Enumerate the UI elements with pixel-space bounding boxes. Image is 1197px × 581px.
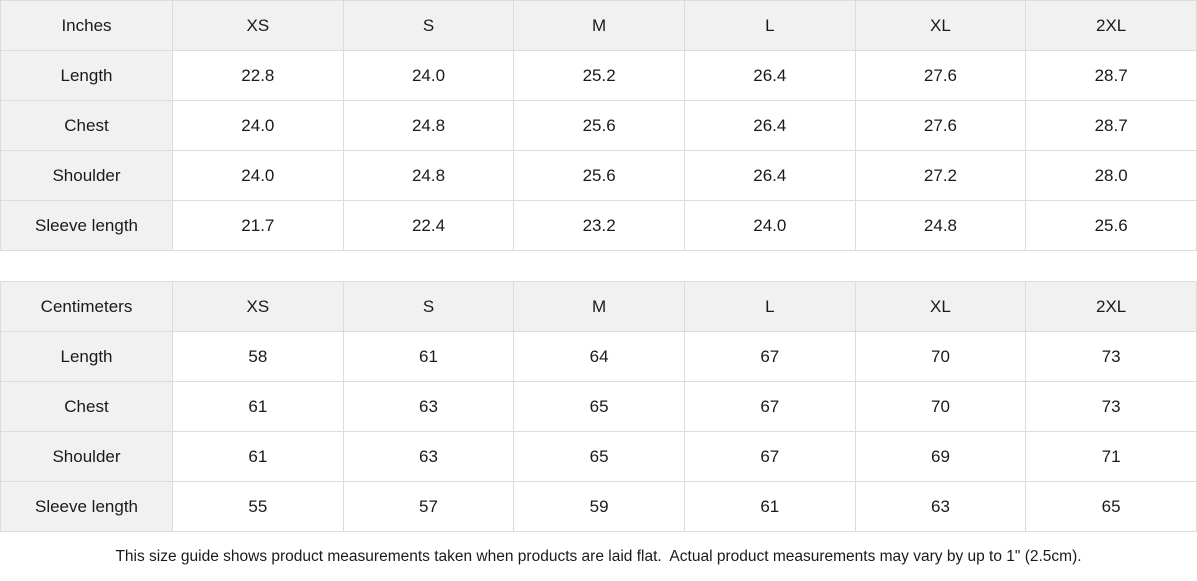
table-cell: 27.2 bbox=[854, 150, 1027, 201]
size-header-l: L bbox=[683, 0, 856, 51]
size-header-2xl: 2XL bbox=[1025, 281, 1197, 332]
row-label: Shoulder bbox=[0, 431, 173, 482]
table-cell: 21.7 bbox=[172, 200, 344, 251]
table-cell: 22.4 bbox=[342, 200, 515, 251]
size-header-s: S bbox=[342, 281, 515, 332]
size-guide-disclaimer: This size guide shows product measuremen… bbox=[0, 532, 1197, 581]
inches-size-table: Inches XS S M L XL 2XL Length 22.8 24.0 … bbox=[0, 0, 1197, 251]
table-cell: 26.4 bbox=[683, 100, 856, 151]
table-cell: 73 bbox=[1025, 381, 1197, 432]
table-cell: 28.0 bbox=[1025, 150, 1197, 201]
table-cell: 65 bbox=[513, 381, 685, 432]
row-label: Sleeve length bbox=[0, 481, 173, 532]
table-cell: 61 bbox=[172, 381, 344, 432]
inches-header-row: Inches XS S M L XL 2XL bbox=[0, 0, 1197, 51]
table-cell: 67 bbox=[683, 431, 856, 482]
table-cell: 70 bbox=[854, 381, 1027, 432]
row-label: Sleeve length bbox=[0, 200, 173, 251]
table-cell: 59 bbox=[513, 481, 685, 532]
size-header-l: L bbox=[683, 281, 856, 332]
table-cell: 28.7 bbox=[1025, 50, 1197, 101]
row-label: Length bbox=[0, 50, 173, 101]
table-cell: 58 bbox=[172, 331, 344, 382]
table-row: Sleeve length 55 57 59 61 63 65 bbox=[0, 481, 1197, 532]
size-header-2xl: 2XL bbox=[1025, 0, 1197, 51]
table-cell: 67 bbox=[683, 331, 856, 382]
table-row: Length 58 61 64 67 70 73 bbox=[0, 331, 1197, 382]
table-cell: 25.2 bbox=[513, 50, 685, 101]
table-row: Chest 24.0 24.8 25.6 26.4 27.6 28.7 bbox=[0, 100, 1197, 151]
table-cell: 26.4 bbox=[683, 150, 856, 201]
size-header-xs: XS bbox=[172, 281, 344, 332]
table-cell: 63 bbox=[342, 431, 515, 482]
table-cell: 26.4 bbox=[683, 50, 856, 101]
table-row: Shoulder 61 63 65 67 69 71 bbox=[0, 431, 1197, 482]
table-cell: 61 bbox=[342, 331, 515, 382]
centimeters-header-row: Centimeters XS S M L XL 2XL bbox=[0, 281, 1197, 332]
table-cell: 55 bbox=[172, 481, 344, 532]
table-cell: 70 bbox=[854, 331, 1027, 382]
table-cell: 24.8 bbox=[854, 200, 1027, 251]
table-spacer bbox=[0, 251, 1197, 281]
table-cell: 25.6 bbox=[513, 150, 685, 201]
table-cell: 24.0 bbox=[342, 50, 515, 101]
row-label: Length bbox=[0, 331, 173, 382]
table-row: Chest 61 63 65 67 70 73 bbox=[0, 381, 1197, 432]
table-cell: 73 bbox=[1025, 331, 1197, 382]
table-cell: 61 bbox=[683, 481, 856, 532]
unit-header-centimeters: Centimeters bbox=[0, 281, 173, 332]
size-header-s: S bbox=[342, 0, 515, 51]
centimeters-size-table: Centimeters XS S M L XL 2XL Length 58 61… bbox=[0, 281, 1197, 532]
table-cell: 27.6 bbox=[854, 100, 1027, 151]
table-cell: 57 bbox=[342, 481, 515, 532]
row-label: Chest bbox=[0, 100, 173, 151]
table-cell: 28.7 bbox=[1025, 100, 1197, 151]
table-row: Length 22.8 24.0 25.2 26.4 27.6 28.7 bbox=[0, 50, 1197, 101]
table-cell: 63 bbox=[854, 481, 1027, 532]
size-header-m: M bbox=[513, 0, 685, 51]
table-cell: 64 bbox=[513, 331, 685, 382]
table-cell: 27.6 bbox=[854, 50, 1027, 101]
table-cell: 65 bbox=[1025, 481, 1197, 532]
table-cell: 63 bbox=[342, 381, 515, 432]
table-cell: 61 bbox=[172, 431, 344, 482]
table-row: Shoulder 24.0 24.8 25.6 26.4 27.2 28.0 bbox=[0, 150, 1197, 201]
unit-header-inches: Inches bbox=[0, 0, 173, 51]
table-cell: 24.0 bbox=[172, 100, 344, 151]
table-cell: 24.0 bbox=[683, 200, 856, 251]
table-cell: 22.8 bbox=[172, 50, 344, 101]
size-header-xl: XL bbox=[854, 281, 1027, 332]
table-cell: 71 bbox=[1025, 431, 1197, 482]
table-cell: 69 bbox=[854, 431, 1027, 482]
table-cell: 24.8 bbox=[342, 100, 515, 151]
size-header-xs: XS bbox=[172, 0, 344, 51]
size-header-xl: XL bbox=[854, 0, 1027, 51]
table-row: Sleeve length 21.7 22.4 23.2 24.0 24.8 2… bbox=[0, 200, 1197, 251]
table-cell: 25.6 bbox=[1025, 200, 1197, 251]
size-header-m: M bbox=[513, 281, 685, 332]
table-cell: 24.0 bbox=[172, 150, 344, 201]
table-cell: 25.6 bbox=[513, 100, 685, 151]
row-label: Chest bbox=[0, 381, 173, 432]
table-cell: 23.2 bbox=[513, 200, 685, 251]
table-cell: 24.8 bbox=[342, 150, 515, 201]
row-label: Shoulder bbox=[0, 150, 173, 201]
table-cell: 65 bbox=[513, 431, 685, 482]
table-cell: 67 bbox=[683, 381, 856, 432]
